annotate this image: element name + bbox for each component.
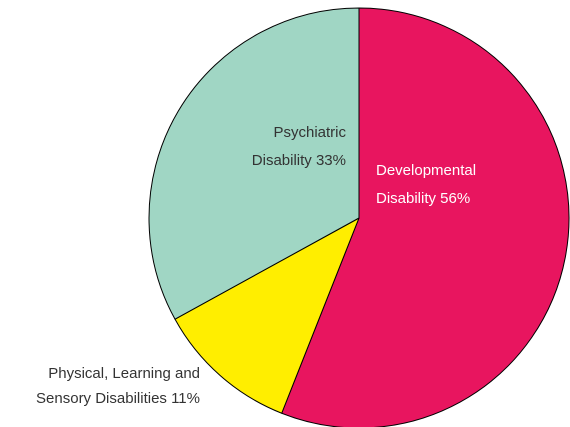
slice-label-developmental-line1: Developmental (376, 162, 476, 179)
pie-slices (148, 7, 570, 427)
slice-label-psychiatric-line1: Psychiatric (273, 124, 346, 141)
slice-label-physical-line2: Sensory Disabilities 11% (36, 390, 200, 407)
slice-label-physical-line1: Physical, Learning and (48, 365, 200, 382)
slice-developmental (281, 7, 570, 427)
slice-psychiatric (148, 7, 360, 320)
slice-label-developmental-line2: Disability 56% (376, 190, 470, 207)
slice-physical-learning-sensory (174, 217, 360, 414)
slice-label-psychiatric-line2: Disability 33% (252, 152, 346, 169)
